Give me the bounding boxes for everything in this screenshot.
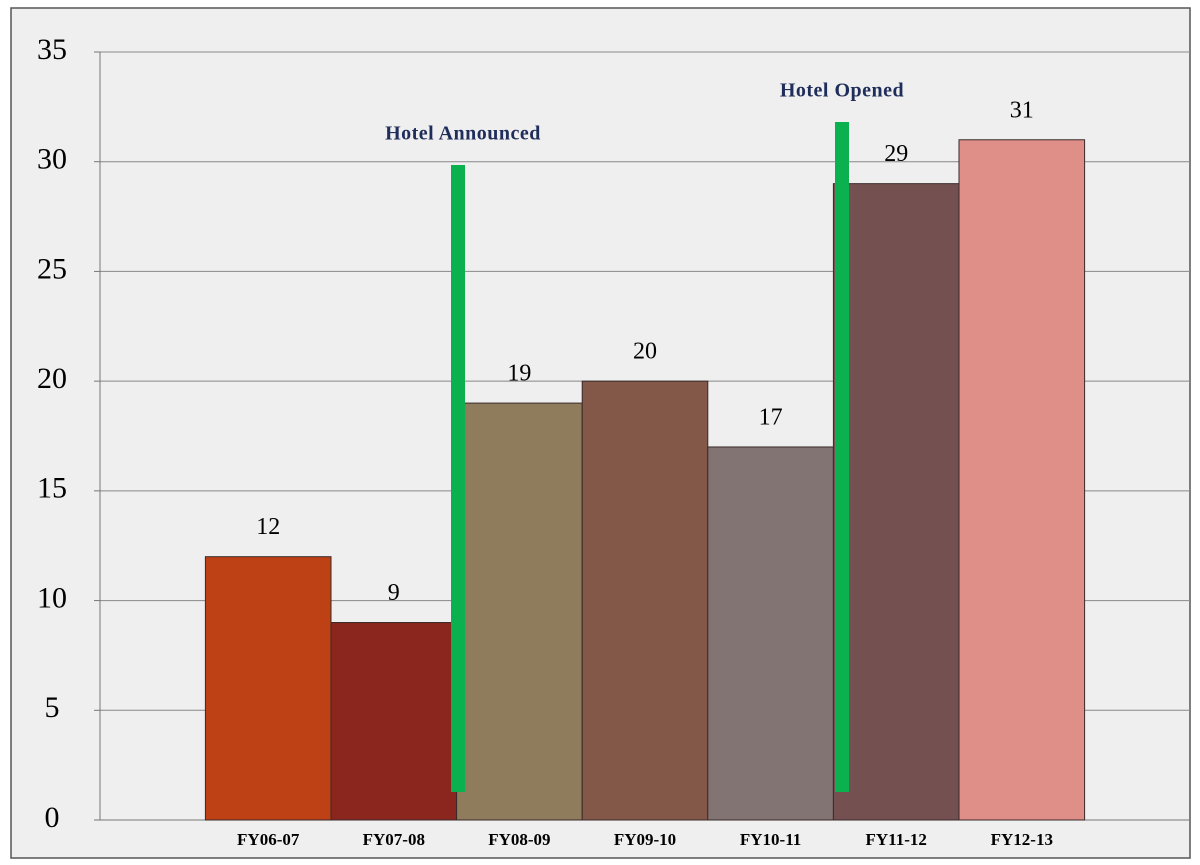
bar [204,556,332,821]
annotation-text: Hotel Opened [780,80,904,102]
value-label: 12 [256,514,280,540]
bar [707,446,834,821]
y-tick-label: 10 [37,581,67,614]
value-label: 9 [388,580,400,606]
y-tick-label: 0 [45,801,60,834]
value-label: 29 [884,141,908,167]
x-tick-label: FY12-13 [991,830,1053,849]
y-tick-label: 35 [37,33,67,66]
x-tick-label: FY09-10 [614,830,676,849]
value-label: 20 [633,339,657,365]
bar [832,183,960,821]
value-label: 17 [759,404,783,430]
bar [330,622,458,821]
x-tick-label: FY11-12 [866,830,927,849]
bar [456,402,583,821]
annotation-line [451,165,465,792]
annotation-text: Hotel Announced [385,123,541,145]
bar [581,380,709,821]
y-tick-label: 25 [37,252,67,285]
x-tick-label: FY07-08 [363,830,425,849]
annotation-line [835,122,849,792]
x-tick-label: FY06-07 [237,830,300,849]
y-tick-label: 20 [37,362,67,395]
value-label: 19 [507,361,531,387]
y-tick-label: 15 [37,472,67,505]
bar [958,139,1086,821]
x-tick-label: FY08-09 [488,830,550,849]
y-tick-label: 30 [37,143,67,176]
value-label: 31 [1010,97,1034,123]
x-tick-label: FY10-11 [740,830,801,849]
y-tick-label: 5 [45,691,60,724]
